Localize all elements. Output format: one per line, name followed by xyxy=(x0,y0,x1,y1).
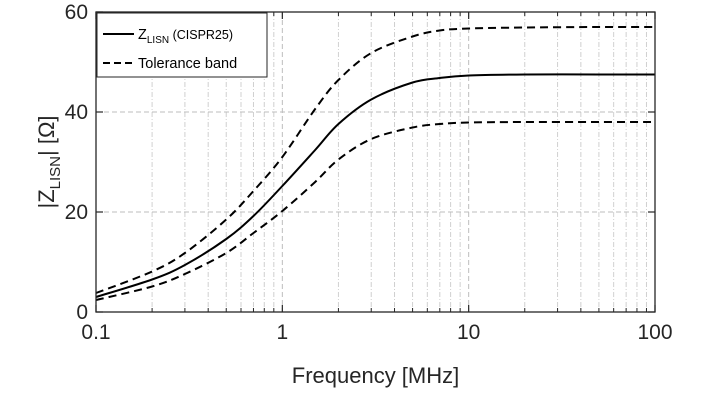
y-tick-label: 40 xyxy=(65,101,88,124)
legend-box xyxy=(96,12,268,78)
legend: ZLISN (CISPR25) Tolerance band xyxy=(96,12,268,78)
series-tolerance-upper-line xyxy=(95,25,656,294)
x-tick-label: 10 xyxy=(457,321,480,344)
plot-frame xyxy=(95,11,656,313)
legend-label-0: ZLISN (CISPR25) xyxy=(138,27,233,46)
y-tick-label: 0 xyxy=(76,301,88,324)
legend-label-0-rest: (CISPR25) xyxy=(169,28,233,42)
y-tick-label: 60 xyxy=(65,1,88,24)
x-axis-label: Frequency [MHz] xyxy=(292,363,460,388)
y-axis-label-sub: LISN xyxy=(47,156,64,189)
legend-label-0-sub: LISN xyxy=(147,35,169,46)
ticks: 0.1 1 10 100 0 20 40 60 xyxy=(65,1,673,344)
series-tolerance-lower-line xyxy=(95,120,655,301)
y-axis-label-post: | [Ω] xyxy=(34,115,59,156)
y-tick-label: 20 xyxy=(65,201,88,224)
series-group xyxy=(95,25,656,301)
x-tick-label: 0.1 xyxy=(81,321,110,344)
y-axis-label-pre: |Z xyxy=(34,189,59,208)
legend-label-0-main: Z xyxy=(138,27,147,43)
legend-label-1: Tolerance band xyxy=(138,56,237,72)
x-tick-label: 1 xyxy=(276,321,288,344)
y-axis-label: |ZLISN| [Ω] xyxy=(34,115,64,208)
x-tick-label: 100 xyxy=(637,321,672,344)
series-zlisn-line xyxy=(95,73,655,298)
